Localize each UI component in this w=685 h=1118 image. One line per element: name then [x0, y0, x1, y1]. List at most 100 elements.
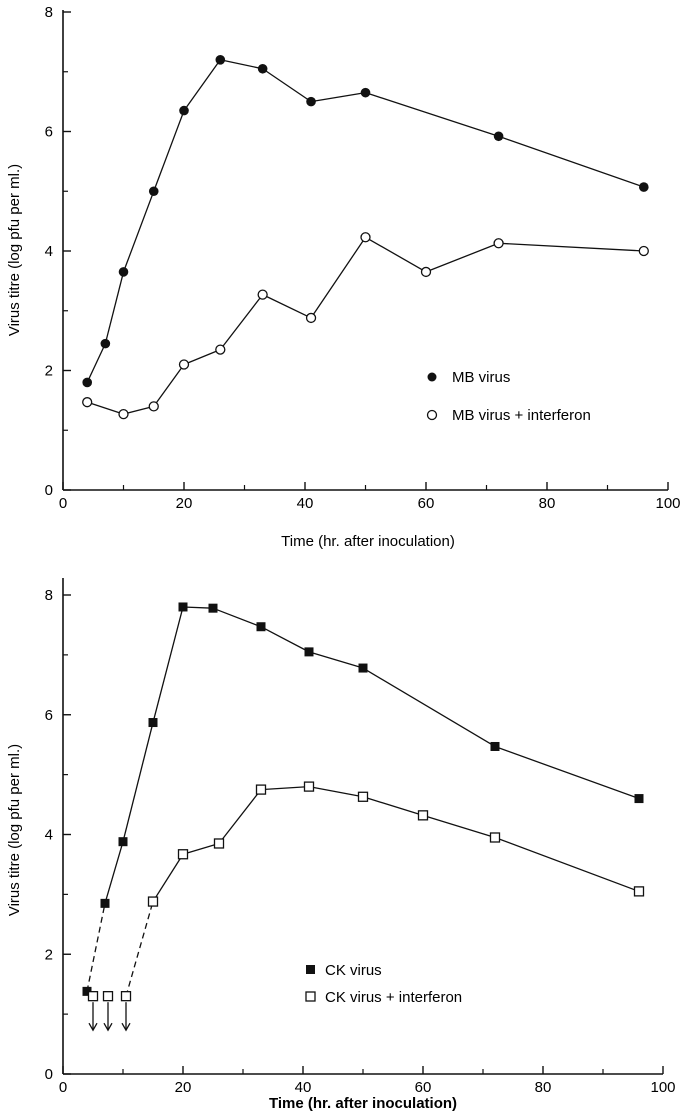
legend-label-mb-interferon: MB virus + interferon: [452, 407, 591, 424]
data-point: [177, 849, 189, 860]
series-1-segment: [183, 348, 221, 366]
series-0-segment: [183, 59, 221, 111]
data-point: [147, 896, 159, 907]
data-point: [82, 397, 93, 408]
series-1-segment: [152, 853, 184, 902]
series-1-segment: [218, 789, 262, 844]
data-point: [118, 408, 129, 420]
data-point: [360, 232, 371, 243]
data-point: [215, 55, 226, 65]
series-1-segment: [494, 836, 640, 892]
series-1-segment: [219, 294, 264, 350]
data-point: [358, 663, 368, 673]
chart-top-x-label: Time (hr. after inoculation): [281, 533, 455, 550]
y-tick-label: 0: [45, 1066, 53, 1083]
series-0-segment: [86, 343, 106, 383]
y-tick-label: 4: [45, 827, 53, 844]
data-point: [148, 718, 158, 728]
series-1-segment: [262, 294, 312, 319]
series-1-segment: [182, 842, 220, 855]
below-limit-arrow-head: [121, 1022, 131, 1032]
series-0-segment: [262, 68, 312, 103]
data-point: [100, 338, 111, 349]
data-point: [417, 810, 429, 821]
data-point: [148, 401, 159, 412]
legend-marker-ck-virus: [306, 965, 315, 974]
x-tick-label: 100: [650, 1079, 675, 1096]
series-0-segment: [153, 110, 185, 192]
series-0-segment: [152, 606, 184, 723]
legend-label-ck-interferon: CK virus + interferon: [325, 989, 462, 1006]
chart-top-y-ticks: 0 2 4 6 8: [45, 4, 71, 499]
data-point: [87, 991, 99, 1002]
series-0-segment: [362, 667, 496, 748]
series-0-segment: [260, 626, 310, 653]
legend-marker-mb-virus: [427, 372, 437, 382]
series-0-segment: [86, 903, 106, 992]
chart-top-legend: MB virus MB virus + interferon: [426, 369, 591, 424]
data-point: [306, 96, 316, 107]
data-point: [82, 986, 92, 996]
data-point: [120, 991, 132, 1002]
data-point: [178, 359, 190, 370]
y-tick-label: 6: [45, 707, 53, 724]
chart-bottom-x-label: Time (hr. after inoculation): [269, 1095, 457, 1112]
chart-bottom-axes: [62, 578, 663, 1075]
data-point: [118, 267, 129, 277]
chart-bottom-x-ticks: 0 20 40 60 80 100: [59, 1066, 676, 1096]
series-0-segment: [494, 745, 640, 800]
legend-marker-mb-interferon: [426, 409, 438, 421]
series-0-segment: [308, 651, 364, 669]
series-1-segment: [260, 785, 310, 791]
legend-label-mb-virus: MB virus: [452, 369, 510, 386]
data-point: [304, 647, 314, 657]
y-tick-label: 2: [45, 363, 53, 380]
data-point: [82, 377, 92, 388]
data-point: [257, 289, 268, 300]
x-tick-label: 100: [655, 495, 680, 512]
x-tick-label: 20: [176, 495, 193, 512]
x-tick-label: 0: [59, 495, 67, 512]
series-1-segment: [308, 785, 364, 798]
chart-bottom-series: [82, 602, 645, 1032]
data-point: [357, 791, 369, 802]
data-point: [256, 622, 266, 632]
data-point: [148, 186, 159, 197]
series-1-segment: [86, 401, 124, 415]
x-tick-label: 60: [415, 1079, 432, 1096]
x-tick-label: 40: [295, 1079, 312, 1096]
series-0-segment: [310, 92, 366, 103]
series-0-segment: [498, 135, 645, 188]
series-1-segment: [123, 405, 154, 415]
y-tick-label: 2: [45, 946, 53, 963]
y-tick-label: 8: [45, 587, 53, 604]
data-point: [634, 794, 644, 804]
data-point: [493, 131, 504, 142]
chart-top-series: [82, 55, 649, 420]
series-1-segment: [362, 796, 424, 816]
series-1-segment: [498, 242, 644, 252]
x-tick-label: 80: [535, 1079, 552, 1096]
data-point: [420, 266, 432, 278]
series-0-segment: [182, 606, 214, 609]
chart-bottom-y-ticks: 0 2 4 6 8: [45, 587, 71, 1083]
series-1-segment: [125, 901, 154, 997]
series-0-segment: [122, 191, 155, 273]
series-1-segment: [425, 242, 499, 273]
series-0-segment: [220, 59, 263, 70]
x-tick-label: 80: [539, 495, 556, 512]
x-tick-label: 40: [297, 495, 314, 512]
x-tick-label: 20: [175, 1079, 192, 1096]
series-0-segment: [365, 92, 499, 137]
series-0-segment: [212, 607, 262, 628]
data-point: [493, 238, 504, 249]
data-point: [118, 837, 128, 847]
chart-top-x-ticks: 0 20 40 60 80 100: [59, 482, 681, 512]
data-point: [215, 344, 226, 355]
chart-top: 0 2 4 6 8 0 20 40 60 80 100 Virus titre (log pfu …: [6, 4, 681, 550]
y-tick-label: 6: [45, 124, 53, 141]
y-tick-label: 8: [45, 4, 53, 21]
data-point: [638, 245, 649, 257]
chart-bottom-legend: CK virus CK virus + interferon: [305, 962, 462, 1006]
series-1-segment: [365, 236, 427, 273]
